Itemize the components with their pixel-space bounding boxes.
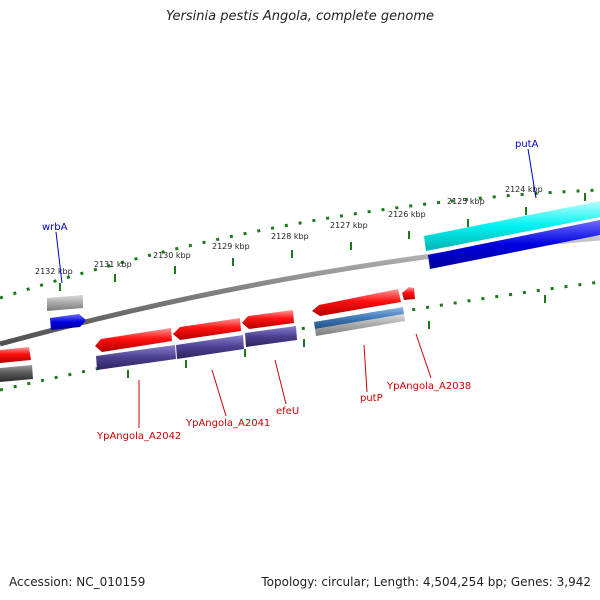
gene-feature-wrba[interactable] bbox=[50, 314, 86, 330]
gene-feature-purple-3[interactable] bbox=[245, 326, 297, 347]
gene-feature-gray[interactable] bbox=[47, 295, 83, 311]
gene-feature-purple-2[interactable] bbox=[176, 335, 244, 359]
gene-feature-puta[interactable] bbox=[428, 220, 600, 269]
gene-feature-dark-left[interactable] bbox=[0, 365, 33, 382]
accession-text: Accession: NC_010159 bbox=[9, 575, 146, 589]
scale-label: 2129 kbp bbox=[212, 242, 250, 251]
scale-label: 2127 kbp bbox=[330, 221, 368, 230]
scale-label: 2131 kbp bbox=[94, 260, 132, 269]
scale-label: 2128 kbp bbox=[271, 232, 309, 241]
scale-label: 2130 kbp bbox=[153, 251, 191, 260]
gene-label-putp: putP bbox=[360, 393, 383, 404]
map-title: Yersinia pestis Angola, complete genome bbox=[166, 9, 434, 24]
gene-label-ypangola-a2038: YpAngola_A2038 bbox=[386, 381, 471, 392]
gene-feature-ypangola-a2042[interactable] bbox=[95, 328, 172, 352]
scale-label: 2125 kbp bbox=[447, 197, 485, 206]
gene-feature-efeu[interactable] bbox=[242, 310, 294, 329]
gene-feature-putp-steel[interactable] bbox=[314, 307, 404, 329]
gene-label-efeu: efeU bbox=[276, 406, 299, 417]
gene-label-ypangola-a2042: YpAngola_A2042 bbox=[96, 431, 181, 442]
scale-label: 2126 kbp bbox=[388, 210, 426, 219]
leader-lines bbox=[55, 148, 537, 428]
scale-labels: 2132 kbp 2131 kbp 2130 kbp 2129 kbp 2128… bbox=[35, 185, 543, 276]
gene-label-puta: putA bbox=[515, 139, 539, 150]
outer-tick-ring bbox=[0, 188, 600, 300]
gene-feature-red-left[interactable] bbox=[0, 347, 31, 363]
gene-feature-putp-gray[interactable] bbox=[315, 314, 405, 336]
gene-label-ypangola-a2041: YpAngola_A2041 bbox=[185, 418, 270, 429]
major-ticks bbox=[59, 193, 586, 378]
gene-feature-ypangola-a2041[interactable] bbox=[173, 318, 241, 340]
gene-feature-ypangola-a2038[interactable] bbox=[402, 287, 415, 300]
inner-tick-ring bbox=[0, 280, 600, 392]
scale-label: 2132 kbp bbox=[35, 267, 73, 276]
genome-summary-text: Topology: circular; Length: 4,504,254 bp… bbox=[261, 575, 591, 589]
gene-feature-cyan[interactable] bbox=[424, 201, 600, 251]
gene-label-wrba: wrbA bbox=[42, 222, 68, 233]
genome-backbone bbox=[0, 235, 600, 347]
gene-feature-putp-red[interactable] bbox=[312, 289, 401, 316]
gene-feature-purple-1[interactable] bbox=[96, 345, 176, 370]
scale-label: 2124 kbp bbox=[505, 185, 543, 194]
